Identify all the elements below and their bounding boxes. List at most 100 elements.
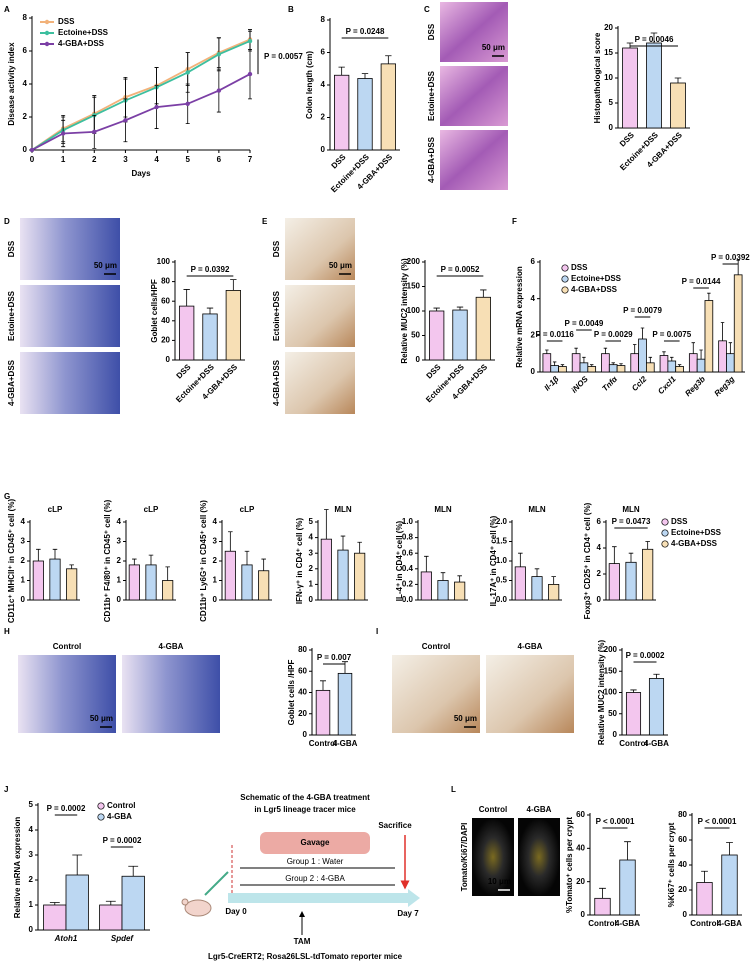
y-axis-label: Histopathological score bbox=[593, 32, 602, 123]
x-tick-label: DSS bbox=[618, 130, 636, 148]
error-bar bbox=[677, 364, 682, 367]
chart-title: cLP bbox=[240, 505, 255, 514]
bar bbox=[354, 552, 366, 601]
bar bbox=[579, 362, 589, 373]
y-tick-label: 50 bbox=[411, 331, 420, 340]
y-tick-label: 8 bbox=[321, 15, 326, 24]
bar bbox=[437, 580, 449, 601]
y-tick-label: 0 bbox=[166, 355, 171, 364]
micrograph bbox=[440, 2, 508, 62]
p-value: P = 0.0002 bbox=[103, 836, 142, 845]
bar bbox=[646, 42, 662, 129]
legend-marker bbox=[661, 518, 669, 526]
y-tick-label: 6 bbox=[321, 48, 326, 57]
bar bbox=[334, 74, 350, 151]
y-axis-label: %Tomato⁺ cells per crypt bbox=[565, 817, 574, 913]
error-bar bbox=[736, 259, 740, 275]
y-tick-label: 4 bbox=[213, 517, 218, 526]
p-value: P = 0.0392 bbox=[191, 265, 230, 274]
chart-title: cLP bbox=[48, 505, 63, 514]
line-series bbox=[31, 73, 251, 151]
y-tick-label: 20 bbox=[576, 877, 585, 886]
y-axis-label: CD11b⁺ F4/80⁺ in CD45⁺ cell (%) bbox=[103, 499, 112, 622]
bar bbox=[642, 548, 654, 601]
error-bar bbox=[662, 351, 666, 356]
chart-title: cLP bbox=[144, 505, 159, 514]
x-tick-label: 5 bbox=[185, 155, 190, 164]
p-value: P = 0.0049 bbox=[565, 319, 604, 328]
chart-title: MLN bbox=[622, 505, 640, 514]
y-tick-label: 150 bbox=[407, 282, 421, 291]
x-tick-label: 2 bbox=[92, 155, 97, 164]
image-label: Ectoine+DSS bbox=[272, 290, 281, 341]
tam-label: TAM bbox=[294, 937, 311, 946]
micrograph bbox=[518, 818, 560, 896]
bar bbox=[380, 63, 396, 151]
y-tick-label: 6 bbox=[597, 517, 602, 526]
x-tick-label: 4-GBA bbox=[644, 739, 669, 748]
y-tick-label: 80 bbox=[678, 810, 687, 819]
error-bar bbox=[52, 548, 58, 560]
bar bbox=[202, 313, 218, 361]
error-bar bbox=[645, 541, 650, 550]
error-bar bbox=[457, 575, 462, 583]
scale-label: 10 μm bbox=[488, 877, 511, 886]
panel-letter: A bbox=[4, 5, 10, 14]
y-tick-label: 6 bbox=[531, 257, 536, 266]
point bbox=[247, 38, 253, 44]
error-bar bbox=[261, 558, 266, 571]
y-tick-label: 200 bbox=[407, 257, 421, 266]
bar bbox=[696, 358, 706, 373]
point bbox=[216, 88, 222, 93]
x-tick-label: 4-GBA bbox=[717, 919, 742, 928]
scale-label: 50 μm bbox=[90, 714, 113, 723]
y-tick-label: 2 bbox=[23, 112, 28, 121]
y-tick-label: 60 bbox=[298, 666, 307, 675]
y-tick-label: 2 bbox=[117, 556, 122, 565]
x-tick-label: DSS bbox=[175, 362, 193, 380]
bar bbox=[594, 897, 611, 916]
gavage-label: Gavage bbox=[301, 838, 330, 847]
error-bar bbox=[534, 568, 540, 577]
image-label: 4-GBA bbox=[518, 642, 543, 651]
panel-letter: D bbox=[4, 217, 10, 226]
error-bar bbox=[319, 680, 327, 691]
gavage-box bbox=[260, 832, 370, 854]
bar bbox=[675, 366, 684, 373]
p-value: P = 0.0116 bbox=[535, 330, 574, 339]
error-bar bbox=[611, 362, 615, 365]
error-bar bbox=[206, 307, 214, 314]
bar bbox=[320, 538, 332, 601]
error-bar bbox=[357, 541, 362, 554]
p-value: P = 0.0392 bbox=[711, 253, 750, 262]
x-tick-label: 3 bbox=[123, 155, 128, 164]
error-bar bbox=[338, 66, 345, 76]
image-label: Ectoine+DSS bbox=[7, 290, 16, 341]
bar bbox=[571, 353, 581, 373]
legend-marker bbox=[44, 30, 50, 36]
y-tick-label: 0.0 bbox=[402, 595, 414, 604]
scale-label: 50 μm bbox=[482, 43, 505, 52]
chart-title: MLN bbox=[434, 505, 452, 514]
legend-label: 4-GBA bbox=[107, 812, 132, 821]
y-tick-label: 4 bbox=[117, 517, 122, 526]
day-label: Day 7 bbox=[397, 909, 419, 918]
bar bbox=[531, 576, 543, 601]
bar bbox=[558, 366, 567, 373]
y-tick-label: 0.8 bbox=[402, 533, 414, 542]
legend-label: DSS bbox=[671, 517, 688, 526]
y-axis-label: CD11b⁺ Ly6G⁺ in CD45⁺ cell (%) bbox=[199, 500, 208, 622]
image-label: 4-GBA bbox=[527, 805, 552, 814]
y-tick-label: 1.0 bbox=[402, 517, 414, 526]
y-tick-label: 0.2 bbox=[402, 580, 414, 589]
p-value: P < 0.0001 bbox=[596, 817, 635, 826]
y-axis-label: IL-4⁺ in CD4⁺ cell (%) bbox=[395, 520, 404, 601]
error-bar bbox=[324, 509, 329, 540]
y-tick-label: 0 bbox=[21, 595, 26, 604]
error-bar bbox=[433, 307, 440, 311]
error-bar bbox=[72, 854, 83, 875]
bar bbox=[258, 570, 270, 601]
micrograph bbox=[20, 218, 120, 280]
panel-letter: L bbox=[451, 785, 456, 794]
error-bar bbox=[440, 572, 446, 581]
